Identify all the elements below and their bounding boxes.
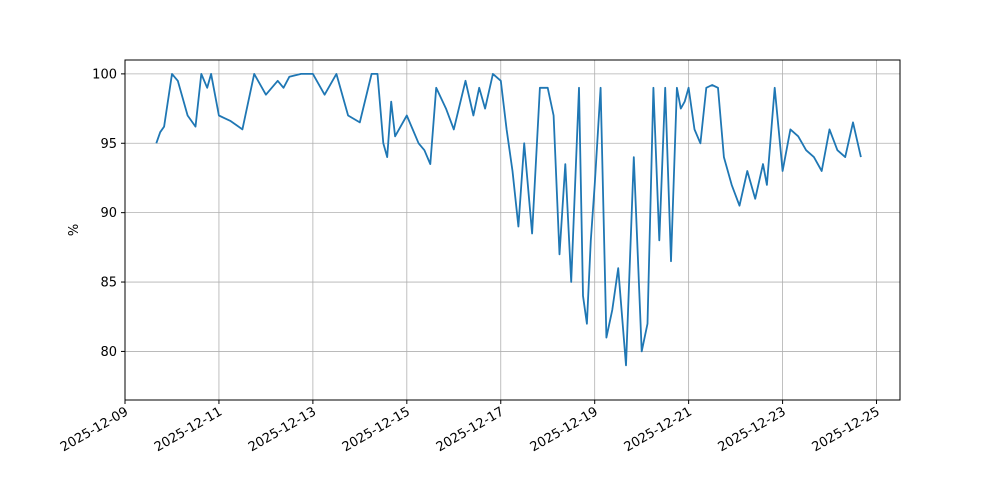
y-tick-label: 100 [92, 67, 117, 82]
x-tick-label: 2025-12-17 [434, 404, 507, 455]
series-line [155, 73, 862, 367]
y-axis-label: % [67, 224, 82, 236]
x-tick-label: 2025-12-25 [810, 404, 883, 455]
y-tick-label: 80 [100, 345, 117, 360]
x-tick-label: 2025-12-19 [528, 404, 601, 455]
y-tick-label: 90 [100, 206, 117, 221]
plot-background [125, 60, 900, 400]
y-tick-label: 95 [100, 137, 117, 152]
x-axis: 2025-12-09 2025-12-11 2025-12-13 2025-12-15… [58, 400, 883, 455]
x-tick-label: 2025-12-09 [58, 404, 131, 455]
x-tick-label: 2025-12-15 [340, 404, 413, 455]
series-group [155, 73, 862, 367]
x-tick-label: 2025-12-21 [622, 404, 695, 455]
x-tick-label: 2025-12-23 [716, 404, 789, 455]
x-tick-label: 2025-12-11 [152, 404, 225, 455]
y-tick-label: 85 [100, 276, 117, 291]
y-axis: 80 85 90 95 100 [92, 67, 125, 360]
plot-frame [124, 59, 901, 401]
x-tick-label: 2025-12-13 [246, 404, 319, 455]
